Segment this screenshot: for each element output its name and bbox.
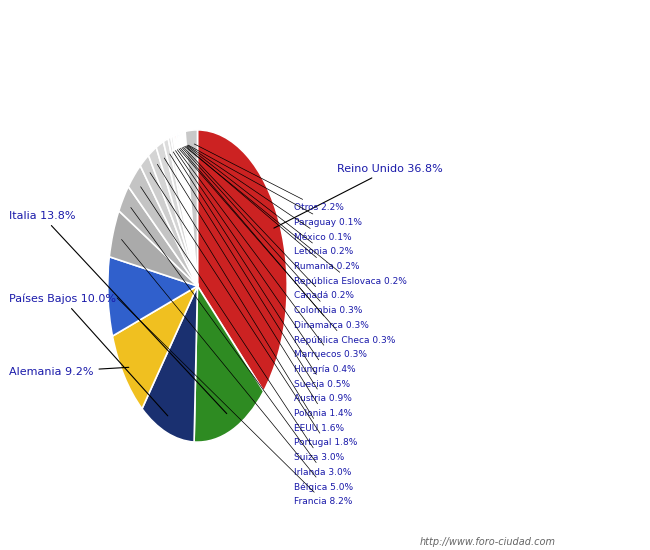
Text: Suiza 3.0%: Suiza 3.0% — [140, 187, 344, 462]
Text: Italia 13.8%: Italia 13.8% — [9, 211, 227, 414]
Text: Dinamarca 0.3%: Dinamarca 0.3% — [181, 148, 369, 330]
Wedge shape — [142, 286, 198, 442]
Text: República Eslovaca 0.2%: República Eslovaca 0.2% — [185, 146, 408, 286]
Text: http://www.foro-ciudad.com: http://www.foro-ciudad.com — [419, 537, 556, 547]
Wedge shape — [179, 133, 198, 286]
Wedge shape — [175, 134, 198, 286]
Wedge shape — [194, 286, 264, 442]
Text: Polonia 1.4%: Polonia 1.4% — [164, 158, 353, 418]
Wedge shape — [198, 130, 287, 392]
Wedge shape — [185, 131, 198, 286]
Text: Hungría 0.4%: Hungría 0.4% — [176, 151, 356, 374]
Text: Suecia 0.5%: Suecia 0.5% — [173, 152, 350, 388]
Wedge shape — [181, 133, 198, 286]
Wedge shape — [173, 135, 198, 286]
Wedge shape — [184, 131, 198, 286]
Text: Rumania 0.2%: Rumania 0.2% — [186, 146, 360, 271]
Text: Otros 2.2%: Otros 2.2% — [194, 144, 344, 212]
Text: Sant Antoni de Portmany - Turistas extranjeros según país - Abril de 2024: Sant Antoni de Portmany - Turistas extra… — [96, 14, 554, 27]
Text: Marruecos 0.3%: Marruecos 0.3% — [177, 150, 367, 359]
Wedge shape — [112, 286, 198, 409]
Wedge shape — [108, 257, 198, 336]
Wedge shape — [168, 137, 198, 286]
Wedge shape — [171, 136, 198, 286]
Text: Austria 0.9%: Austria 0.9% — [170, 154, 352, 403]
Wedge shape — [182, 132, 198, 286]
Wedge shape — [128, 166, 198, 286]
Wedge shape — [119, 186, 198, 286]
Text: Letonia 0.2%: Letonia 0.2% — [187, 146, 354, 256]
Text: República Checa 0.3%: República Checa 0.3% — [179, 149, 396, 344]
Wedge shape — [176, 134, 198, 286]
Text: México 0.1%: México 0.1% — [188, 146, 352, 242]
Wedge shape — [140, 155, 198, 286]
Wedge shape — [183, 131, 198, 286]
Text: Colombia 0.3%: Colombia 0.3% — [182, 147, 363, 315]
Text: Reino Unido 36.8%: Reino Unido 36.8% — [274, 164, 443, 228]
Wedge shape — [185, 130, 198, 286]
Text: Alemania 9.2%: Alemania 9.2% — [9, 367, 129, 377]
Text: Bélgica 5.0%: Bélgica 5.0% — [122, 239, 354, 492]
Wedge shape — [156, 141, 198, 286]
Text: Canadá 0.2%: Canadá 0.2% — [183, 147, 354, 300]
Wedge shape — [109, 211, 198, 286]
Text: Portugal 1.8%: Portugal 1.8% — [150, 173, 358, 447]
Text: Francia 8.2%: Francia 8.2% — [117, 298, 353, 506]
Wedge shape — [163, 139, 198, 286]
Text: Paraguay 0.1%: Paraguay 0.1% — [188, 145, 363, 227]
Wedge shape — [148, 147, 198, 286]
Text: Países Bajos 10.0%: Países Bajos 10.0% — [9, 293, 168, 416]
Text: Irlanda 3.0%: Irlanda 3.0% — [131, 207, 352, 477]
Wedge shape — [178, 133, 198, 286]
Text: EEUU 1.6%: EEUU 1.6% — [157, 164, 344, 433]
